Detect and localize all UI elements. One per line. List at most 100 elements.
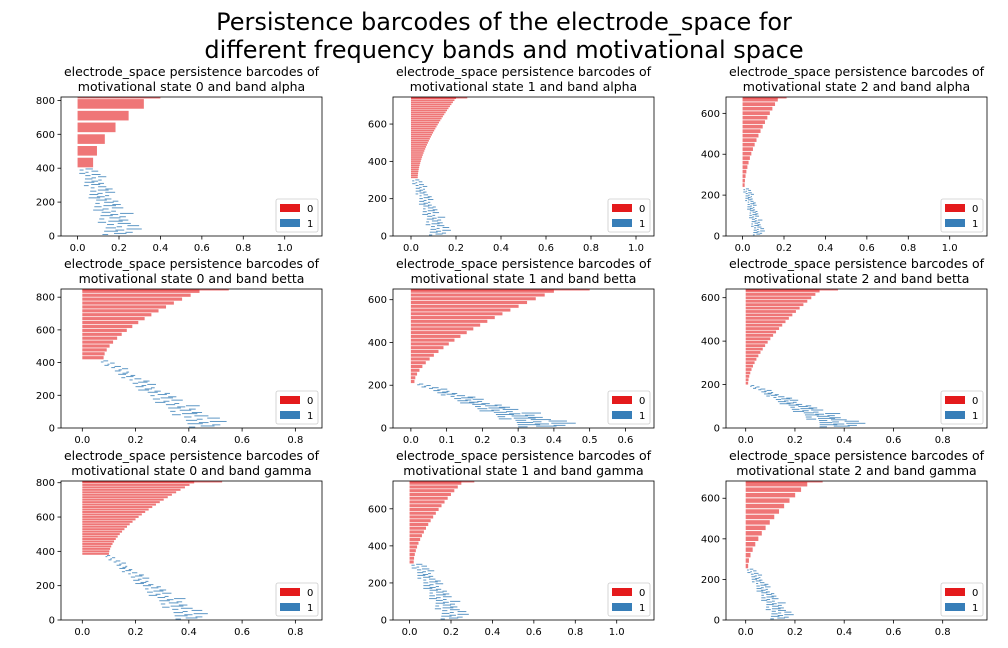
dim0-bar [82, 496, 168, 499]
dim1-bar [168, 407, 181, 409]
dim1-bar [755, 580, 761, 582]
dim1-bar [133, 579, 140, 581]
dim1-bar [423, 205, 430, 207]
dim1-bar [747, 201, 750, 203]
dim0-bar [411, 97, 468, 99]
dim1-bar [114, 370, 121, 372]
barcode-bars [409, 481, 475, 620]
dim1-bar [118, 373, 127, 375]
dim0-bar [745, 337, 771, 341]
x-tick-label: 0.4 [493, 243, 509, 254]
dim1-bar [159, 589, 167, 591]
dim0-bar [410, 312, 503, 316]
y-tick-label: 600 [368, 504, 387, 515]
dim1-bar [195, 616, 203, 618]
dim1-bar [432, 209, 438, 211]
dim0-bar [82, 552, 109, 555]
legend-label-1: 1 [972, 219, 978, 230]
dim1-bar [437, 389, 441, 391]
dim1-bar [212, 424, 221, 426]
dim1-bar [411, 567, 417, 569]
dim0-bar [745, 381, 749, 385]
legend-swatch-0 [280, 396, 300, 404]
dim0-bar [411, 113, 445, 116]
legend-swatch-1 [612, 411, 632, 419]
dim1-bar [98, 176, 107, 178]
dim1-bar [792, 401, 797, 403]
dim1-bar [750, 198, 753, 200]
dim1-bar [432, 206, 436, 208]
dim0-bar [409, 552, 415, 556]
subplot-title-line-1: electrode_space persistence barcodes of [64, 256, 320, 271]
dim1-bar [426, 385, 431, 387]
dim1-bar [419, 383, 424, 385]
dim1-bar [119, 216, 126, 218]
x-tick-label: 0.0 [403, 243, 419, 254]
dim1-bar [432, 387, 439, 389]
dim1-bar [747, 572, 751, 574]
dim1-bar [146, 591, 153, 593]
dim1-bar [759, 232, 763, 234]
dim0-bar [411, 142, 428, 144]
x-tick-label: 0.4 [152, 243, 168, 254]
y-tick-label: 800 [36, 96, 55, 107]
dim0-bar [82, 533, 120, 536]
dim1-bar [755, 210, 758, 212]
dim1-bar [798, 406, 808, 408]
legend-label-1: 1 [972, 411, 978, 422]
dim0-bar [745, 289, 820, 293]
dim1-bar [795, 403, 803, 405]
dim1-bar [753, 387, 757, 389]
dim1-bar [431, 226, 435, 228]
dim0-bar [745, 368, 752, 371]
legend-swatch-0 [612, 204, 632, 212]
dim1-bar [805, 405, 812, 407]
dim1-bar [761, 589, 766, 591]
dim1-bar [85, 175, 91, 177]
dim1-bar [174, 403, 180, 405]
dim1-bar [751, 576, 756, 578]
dim0-bar [742, 129, 761, 133]
dim1-bar [435, 599, 443, 601]
x-tick-label: 0.0 [738, 435, 754, 446]
dim1-bar [103, 205, 117, 207]
dim1-bar [477, 408, 488, 410]
dim0-bar [82, 481, 223, 483]
dim0-bar [410, 319, 488, 323]
legend-swatch-0 [280, 204, 300, 212]
dim1-bar [757, 221, 760, 223]
dim1-bar [481, 403, 490, 405]
dim1-bar [102, 234, 109, 236]
y-tick-label: 200 [368, 578, 387, 589]
dim1-bar [122, 372, 128, 374]
dim1-bar [422, 185, 428, 187]
subplot-title-line-2: motivational state 1 and band gamma [403, 463, 643, 478]
dim1-bar [138, 381, 148, 383]
x-tick-label: 0.6 [885, 627, 901, 638]
dim1-bar [99, 218, 105, 220]
dim0-bar [410, 380, 415, 384]
dim1-bar [105, 227, 116, 229]
dim1-bar [753, 229, 757, 231]
dim0-bar [410, 349, 439, 353]
dim0-bar [82, 317, 145, 321]
y-tick-label: 0 [381, 616, 387, 627]
dim1-bar [748, 196, 751, 198]
dim1-bar [456, 395, 466, 397]
dim1-bar [91, 177, 96, 179]
legend: 01 [275, 390, 319, 425]
dim1-bar [766, 395, 770, 397]
dim1-bar [525, 414, 535, 416]
dim1-bar [760, 228, 765, 230]
dim1-bar [198, 422, 209, 424]
dim0-bar [410, 353, 434, 357]
x-tick-label: 0.0 [735, 243, 751, 254]
dim1-bar [419, 192, 425, 194]
dim1-bar [85, 171, 89, 173]
dim1-bar [758, 389, 762, 391]
dim0-bar [82, 320, 139, 325]
dim0-bar [411, 133, 432, 136]
dim1-bar [417, 572, 424, 574]
x-tick-label: 0.2 [448, 243, 464, 254]
dim1-bar [442, 599, 447, 601]
